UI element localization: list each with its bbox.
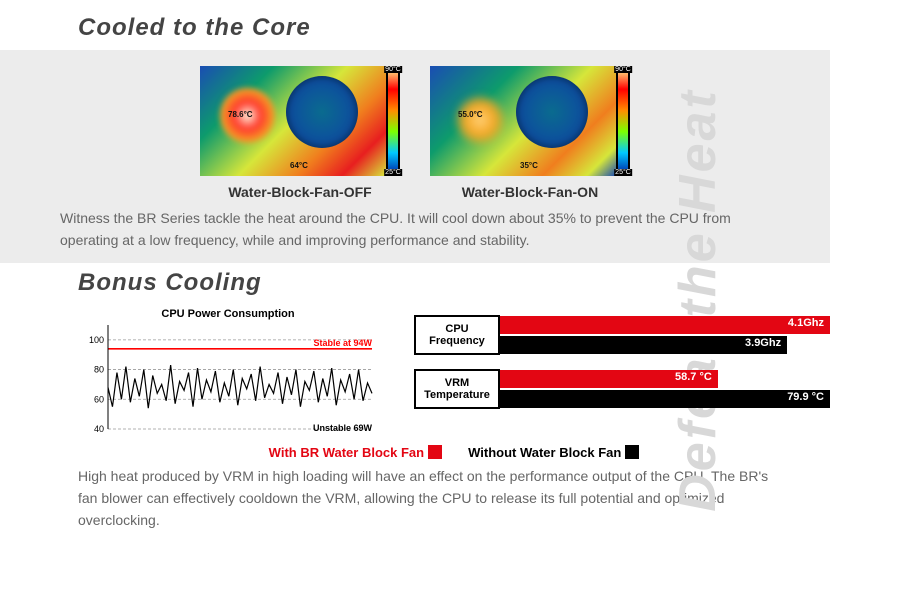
bar-group: CPUFrequency 4.1Ghz 3.9Ghz: [414, 315, 830, 355]
bar-group: VRMTemperature 58.7 °C 79.9 °C: [414, 369, 830, 409]
scale-top: 90°C: [614, 66, 632, 73]
thermal-caption-on: Water-Block-Fan-ON: [430, 184, 630, 200]
y-tick-label: 40: [94, 424, 104, 434]
bar-value: 4.1Ghz: [788, 317, 824, 329]
legend-swatch: [428, 445, 442, 459]
bar: 4.1Ghz: [500, 316, 830, 334]
fan-icon: [516, 76, 588, 148]
thermal-card-off: 78.6°C 64°C 90°C 25°C Water-Block-Fan-OF…: [200, 66, 400, 200]
legend-item: With BR Water Block Fan: [269, 445, 442, 460]
scale-top: 90°C: [384, 66, 402, 73]
cpu-power-chart: CPU Power Consumption 40 60 80 100 Stable at …: [78, 305, 378, 435]
bar: 58.7 °C: [500, 370, 718, 388]
chart-title: CPU Power Consumption: [161, 308, 295, 320]
bar-value: 79.9 °C: [787, 391, 824, 403]
bar-charts: CPUFrequency 4.1Ghz 3.9Ghz VRMTemperature 58…: [414, 305, 830, 423]
color-scale: 90°C 25°C: [616, 66, 630, 176]
bar-group-label: VRMTemperature: [414, 369, 500, 409]
bar-value: 3.9Ghz: [745, 337, 781, 349]
thermal-image-off: 78.6°C 64°C 90°C 25°C: [200, 66, 400, 176]
temp-edge-label: 35°C: [520, 161, 538, 170]
bar-value: 58.7 °C: [675, 371, 712, 383]
vertical-watermark: Defeat the Heat: [668, 88, 728, 512]
legend-item: Without Water Block Fan: [468, 445, 639, 460]
bar: 79.9 °C: [500, 390, 830, 408]
fan-icon: [286, 76, 358, 148]
thermal-caption-off: Water-Block-Fan-OFF: [200, 184, 400, 200]
bar-group-label: CPUFrequency: [414, 315, 500, 355]
thermal-heatmap-on: 55.0°C 35°C: [430, 66, 616, 176]
y-tick-label: 80: [94, 365, 104, 375]
temp-edge-label: 64°C: [290, 161, 308, 170]
y-tick-label: 60: [94, 395, 104, 405]
legend-swatch: [625, 445, 639, 459]
scale-bot: 25°C: [384, 169, 402, 176]
stable-label: Stable at 94W: [313, 338, 372, 348]
temp-hotspot-label: 55.0°C: [458, 110, 483, 119]
unstable-label: Unstable 69W: [313, 423, 373, 433]
thermal-card-on: 55.0°C 35°C 90°C 25°C Water-Block-Fan-ON: [430, 66, 630, 200]
scale-bot: 25°C: [614, 169, 632, 176]
thermal-heatmap-off: 78.6°C 64°C: [200, 66, 386, 176]
y-tick-label: 100: [89, 335, 104, 345]
section1-title: Cooled to the Core: [78, 14, 830, 42]
thermal-image-on: 55.0°C 35°C 90°C 25°C: [430, 66, 630, 176]
bar: 3.9Ghz: [500, 336, 787, 354]
color-scale: 90°C 25°C: [386, 66, 400, 176]
unstable-series: [108, 365, 372, 408]
hotspot-blob: [456, 96, 504, 144]
temp-hotspot-label: 78.6°C: [228, 110, 253, 119]
